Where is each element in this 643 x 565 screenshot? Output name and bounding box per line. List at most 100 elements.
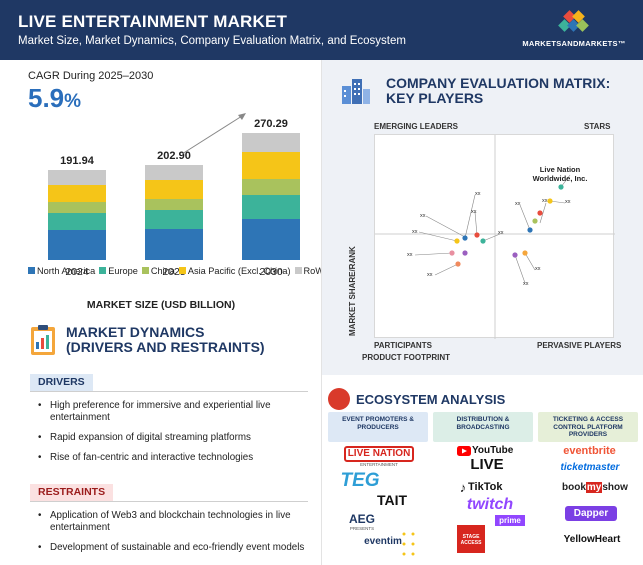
- bar-segment-north-america: [48, 230, 106, 260]
- bar-segment-row: [48, 170, 106, 185]
- cem-title-line2: KEY PLAYERS: [386, 90, 484, 106]
- growth-arrow-icon: [181, 113, 246, 155]
- company-evaluation-matrix-title: COMPANY EVALUATION MATRIX: KEY PLAYERS: [386, 76, 610, 106]
- bar-segment-row: [145, 164, 203, 181]
- eco-column-head-ticketing: TICKETING & ACCESS CONTROL PLATFORM PROV…: [538, 412, 638, 442]
- live-nation-label: Live Nation Worldwide, Inc.: [532, 165, 588, 183]
- x-axis-label: PRODUCT FOOTPRINT: [362, 353, 450, 362]
- eco-column-head-distribution: DISTRIBUTION & BROADCASTING: [433, 412, 533, 442]
- brand-tiktok: TikTok: [468, 481, 503, 493]
- bookmyshow-show: show: [602, 482, 628, 493]
- legend-label: North America: [37, 266, 96, 276]
- brand-live-nation: LIVE NATION: [344, 446, 414, 462]
- legend-label: Asia Pacific (Excl. China): [187, 266, 291, 276]
- bar-segment-north-america: [242, 219, 300, 260]
- legend-swatch: [294, 267, 302, 274]
- brand-aeg-sub: PRESENTS: [349, 526, 375, 531]
- bar-segment-china: [145, 199, 203, 211]
- legend-item: RoW: [294, 266, 324, 276]
- brand-youtube: YouTube: [472, 445, 514, 456]
- bar-segment-europe: [242, 194, 300, 220]
- quadrant-participants: PARTICIPANTS: [374, 341, 432, 350]
- brand-twitch: twitch: [466, 496, 514, 513]
- driver-item: High preference for immersive and experi…: [38, 400, 308, 424]
- company-placeholder: xx: [420, 213, 426, 219]
- bar-segment-asia-pacific-excl-china-: [145, 180, 203, 200]
- restraints-header: RESTRAINTS: [30, 484, 114, 501]
- brand-yellowheart: YellowHeart: [563, 534, 621, 545]
- bar-segment-europe: [48, 212, 106, 231]
- brand-teg: TEG: [340, 470, 380, 491]
- tiktok-note-icon: ♪: [459, 480, 467, 495]
- company-placeholder: xx: [471, 209, 477, 215]
- eco-column-head-promoters: EVENT PROMOTERS & PRODUCERS: [328, 412, 428, 442]
- column-divider: [321, 60, 322, 565]
- brand-eventbrite: eventbrite: [563, 445, 616, 457]
- clipboard-chart-icon: [31, 325, 55, 355]
- brand-twitch-prime: prime: [495, 515, 525, 526]
- market-dynamics-title: MARKET DYNAMICS (DRIVERS AND RESTRAINTS): [66, 325, 265, 355]
- restraint-item: Application of Web3 and blockchain techn…: [38, 510, 308, 534]
- company-placeholder: xx: [475, 191, 481, 197]
- driver-item: Rise of fan-centric and interactive tech…: [38, 452, 308, 464]
- brand-tait: TAIT: [376, 492, 408, 508]
- brand-bookmyshow: bookmyshow: [562, 482, 628, 493]
- bar-segment-asia-pacific-excl-china-: [242, 151, 300, 179]
- ecosystem-icon: [328, 388, 350, 410]
- legend-swatch: [99, 267, 107, 274]
- logo-diamonds-icon: [558, 10, 589, 32]
- cagr-unit: %: [64, 91, 82, 112]
- company-placeholder: xx: [498, 230, 504, 236]
- bar-total-label: 270.29: [254, 118, 288, 131]
- logo-text: MARKETSANDMARKETS™: [522, 39, 626, 48]
- company-placeholder: xx: [523, 281, 529, 287]
- page-subtitle: Market Size, Market Dynamics, Company Ev…: [18, 35, 406, 47]
- brand-dapper: Dapper: [565, 506, 617, 521]
- bar-segment-row: [242, 133, 300, 152]
- restraint-item: Development of sustainable and eco-frien…: [38, 542, 308, 554]
- company-placeholder: xx: [565, 199, 571, 205]
- company-placeholder: xx: [427, 272, 433, 278]
- company-placeholder: xx: [412, 229, 418, 235]
- left-panel: CAGR During 2025–2030 5.9% 191.94 2024 202…: [0, 60, 324, 565]
- eventim-sparkles-icon: [402, 532, 415, 556]
- legend-label: China: [150, 266, 175, 276]
- driver-item: Rapid expansion of digital streaming pla…: [38, 432, 308, 444]
- bar-total-label: 202.90: [157, 149, 191, 162]
- legend-swatch: [28, 267, 35, 274]
- header-banner: LIVE ENTERTAINMENT MARKET Market Size, M…: [0, 0, 643, 60]
- company-placeholder: xx: [407, 252, 413, 258]
- brand-aeg: AEG: [348, 512, 375, 526]
- legend-label: RoW: [303, 266, 324, 276]
- restraints-divider: [30, 501, 308, 502]
- quadrant-stars: STARS: [584, 122, 611, 131]
- market-dynamics-title-line1: MARKET DYNAMICS: [66, 324, 205, 340]
- cem-title-line1: COMPANY EVALUATION MATRIX:: [386, 75, 611, 91]
- ecosystem-analysis-title: ECOSYSTEM ANALYSIS: [356, 392, 506, 407]
- drivers-divider: [30, 391, 308, 392]
- bar-segment-china: [48, 202, 106, 213]
- page-title: LIVE ENTERTAINMENT MARKET: [18, 12, 288, 31]
- matrix-plot-area: Live Nation Worldwide, Inc. xx xx xx xx …: [374, 134, 615, 339]
- bar-year-label: 2024: [65, 266, 89, 278]
- company-placeholder: xx: [542, 198, 548, 204]
- bookmyshow-my: my: [585, 482, 603, 493]
- bar-segment-asia-pacific-excl-china-: [48, 184, 106, 203]
- legend-item: China: [141, 266, 175, 276]
- buildings-icon: [342, 79, 370, 104]
- legend-item: North America: [28, 266, 95, 276]
- chart-legend: North America Europe China Asia Pacific (Ex…: [28, 266, 328, 276]
- youtube-play-icon: [457, 446, 471, 456]
- cagr-value: 5.9%: [28, 83, 81, 114]
- legend-label: Europe: [108, 266, 138, 276]
- company-evaluation-matrix-panel: COMPANY EVALUATION MATRIX: KEY PLAYERS E…: [322, 60, 643, 375]
- matrix-plot: [375, 135, 615, 339]
- brand-stage-access: STAGE ACCESS: [457, 525, 485, 553]
- market-dynamics-title-line2: (DRIVERS AND RESTRAINTS): [66, 339, 265, 355]
- company-placeholder: xx: [535, 266, 541, 272]
- quadrant-emerging-leaders: EMERGING LEADERS: [374, 122, 459, 131]
- quadrant-pervasive-players: PERVASIVE PLAYERS: [537, 341, 622, 350]
- legend-swatch: [178, 267, 186, 274]
- bar-segment-china: [242, 178, 300, 195]
- bar-segment-north-america: [145, 229, 203, 260]
